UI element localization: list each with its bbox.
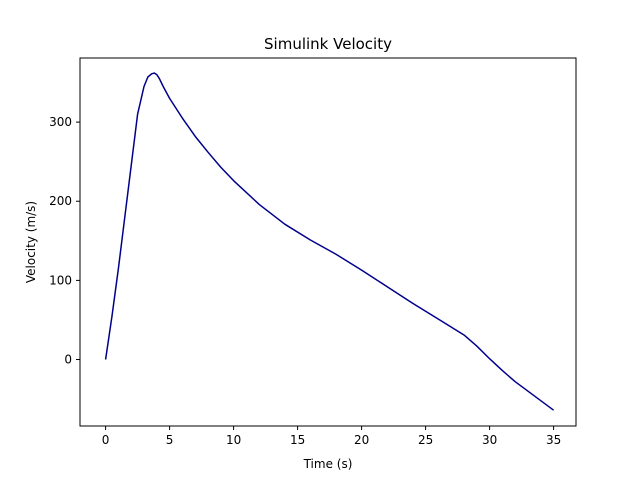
x-tick-label: 10 [226, 433, 241, 447]
y-tick-label: 100 [49, 273, 72, 287]
x-tick-label: 30 [482, 433, 497, 447]
axis-ticks: 0 5 10 15 20 25 30 35 0 100 200 300 [49, 115, 561, 447]
y-tick-label: 200 [49, 194, 72, 208]
x-tick-label: 15 [290, 433, 305, 447]
x-tick-label: 25 [418, 433, 433, 447]
x-axis-label: Time (s) [303, 457, 353, 471]
plot-area [104, 72, 555, 411]
x-tick-label: 20 [354, 433, 369, 447]
axes-frame [79, 57, 577, 427]
y-tick-label: 300 [49, 115, 72, 129]
series-line-0 [104, 72, 555, 411]
x-tick-label: 0 [102, 433, 110, 447]
y-tick-label: 0 [64, 353, 72, 367]
y-axis-label: Velocity (m/s) [24, 201, 38, 283]
chart-title: Simulink Velocity [264, 35, 392, 53]
x-tick-label: 5 [166, 433, 174, 447]
x-tick-label: 35 [546, 433, 561, 447]
